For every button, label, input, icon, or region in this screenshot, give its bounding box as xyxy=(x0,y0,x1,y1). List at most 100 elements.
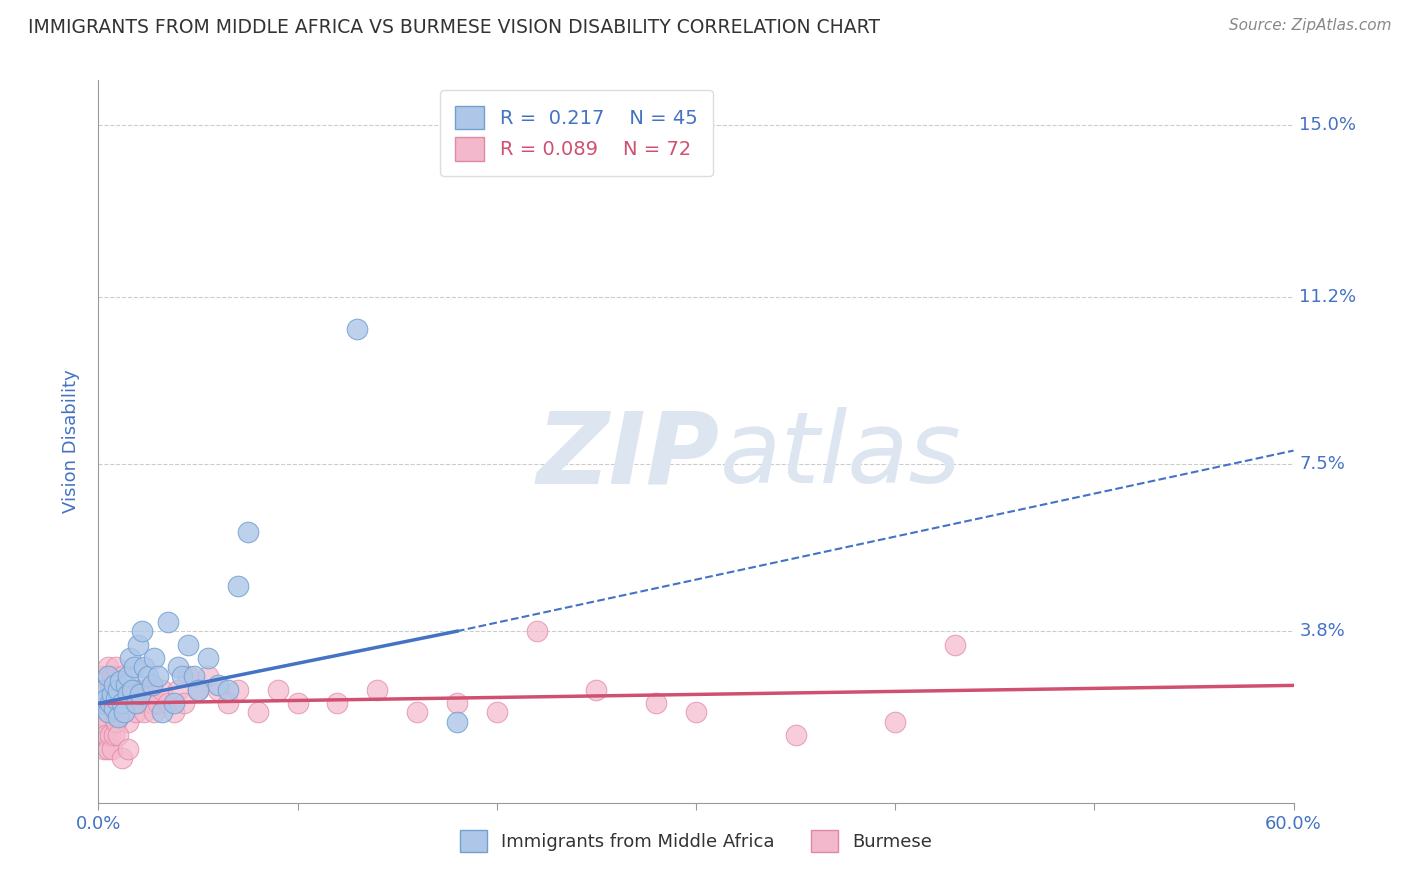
Point xyxy=(124,660,146,674)
Point xyxy=(117,741,139,756)
Point xyxy=(91,714,114,729)
Point xyxy=(89,697,111,711)
Point xyxy=(446,697,468,711)
Point xyxy=(93,682,115,697)
Point xyxy=(226,682,249,697)
Point xyxy=(97,660,120,674)
Point xyxy=(134,706,156,720)
Point xyxy=(136,682,159,697)
Point xyxy=(197,669,219,683)
Point xyxy=(645,697,668,711)
Point xyxy=(97,741,120,756)
Point xyxy=(226,579,249,593)
Y-axis label: Vision Disability: Vision Disability xyxy=(62,369,80,514)
Point xyxy=(101,741,124,756)
Point xyxy=(173,697,195,711)
Point xyxy=(157,697,180,711)
Point xyxy=(98,697,122,711)
Point xyxy=(89,728,111,742)
Point xyxy=(105,692,128,706)
Text: Source: ZipAtlas.com: Source: ZipAtlas.com xyxy=(1229,18,1392,33)
Point xyxy=(103,678,125,692)
Point xyxy=(267,682,290,697)
Point xyxy=(101,697,124,711)
Point xyxy=(107,682,129,697)
Point xyxy=(217,682,239,697)
Point xyxy=(117,714,139,729)
Point xyxy=(141,697,163,711)
Point xyxy=(129,687,152,701)
Point xyxy=(585,682,607,697)
Point xyxy=(117,669,139,683)
Point xyxy=(91,669,114,683)
Point xyxy=(107,682,129,697)
Point xyxy=(97,706,120,720)
Point xyxy=(485,706,508,720)
Point xyxy=(943,638,966,652)
Point xyxy=(121,682,143,697)
Point xyxy=(217,697,239,711)
Point xyxy=(107,728,129,742)
Point xyxy=(117,687,139,701)
Point xyxy=(131,682,153,697)
Point xyxy=(103,701,125,715)
Point xyxy=(101,687,124,701)
Point xyxy=(97,706,120,720)
Point xyxy=(207,678,229,692)
Point xyxy=(134,660,156,674)
Point xyxy=(406,706,429,720)
Point xyxy=(93,682,115,697)
Text: 3.8%: 3.8% xyxy=(1299,623,1346,640)
Point xyxy=(150,706,173,720)
Point xyxy=(103,728,125,742)
Point xyxy=(150,682,173,697)
Point xyxy=(141,678,163,692)
Point xyxy=(125,706,148,720)
Point xyxy=(115,678,138,692)
Point xyxy=(197,651,219,665)
Point xyxy=(172,669,194,683)
Point xyxy=(177,669,200,683)
Point xyxy=(98,678,122,692)
Point xyxy=(685,706,707,720)
Point xyxy=(93,714,115,729)
Point xyxy=(111,750,134,764)
Point xyxy=(177,638,200,652)
Text: 15.0%: 15.0% xyxy=(1299,117,1357,135)
Point xyxy=(125,697,148,711)
Text: 11.2%: 11.2% xyxy=(1299,288,1357,306)
Point xyxy=(107,710,129,724)
Point xyxy=(167,682,190,697)
Point xyxy=(111,706,134,720)
Point xyxy=(105,714,128,729)
Point xyxy=(96,697,118,711)
Point xyxy=(110,697,132,711)
Point xyxy=(110,673,132,688)
Point xyxy=(143,706,166,720)
Point xyxy=(96,692,118,706)
Point xyxy=(884,714,907,729)
Point xyxy=(107,710,129,724)
Point xyxy=(366,682,388,697)
Point xyxy=(163,697,186,711)
Point xyxy=(167,660,190,674)
Point xyxy=(246,706,269,720)
Point xyxy=(127,638,149,652)
Point xyxy=(129,697,152,711)
Point xyxy=(103,714,125,729)
Point xyxy=(121,682,143,697)
Point xyxy=(326,697,349,711)
Point xyxy=(111,669,134,683)
Point xyxy=(148,669,170,683)
Text: atlas: atlas xyxy=(720,408,962,505)
Point xyxy=(120,651,142,665)
Point xyxy=(98,728,122,742)
Text: ZIP: ZIP xyxy=(537,408,720,505)
Point xyxy=(120,697,142,711)
Point xyxy=(236,524,259,539)
Point xyxy=(97,669,120,683)
Point xyxy=(112,682,135,697)
Point xyxy=(446,714,468,729)
Point xyxy=(127,682,149,697)
Text: IMMIGRANTS FROM MIDDLE AFRICA VS BURMESE VISION DISABILITY CORRELATION CHART: IMMIGRANTS FROM MIDDLE AFRICA VS BURMESE… xyxy=(28,18,880,37)
